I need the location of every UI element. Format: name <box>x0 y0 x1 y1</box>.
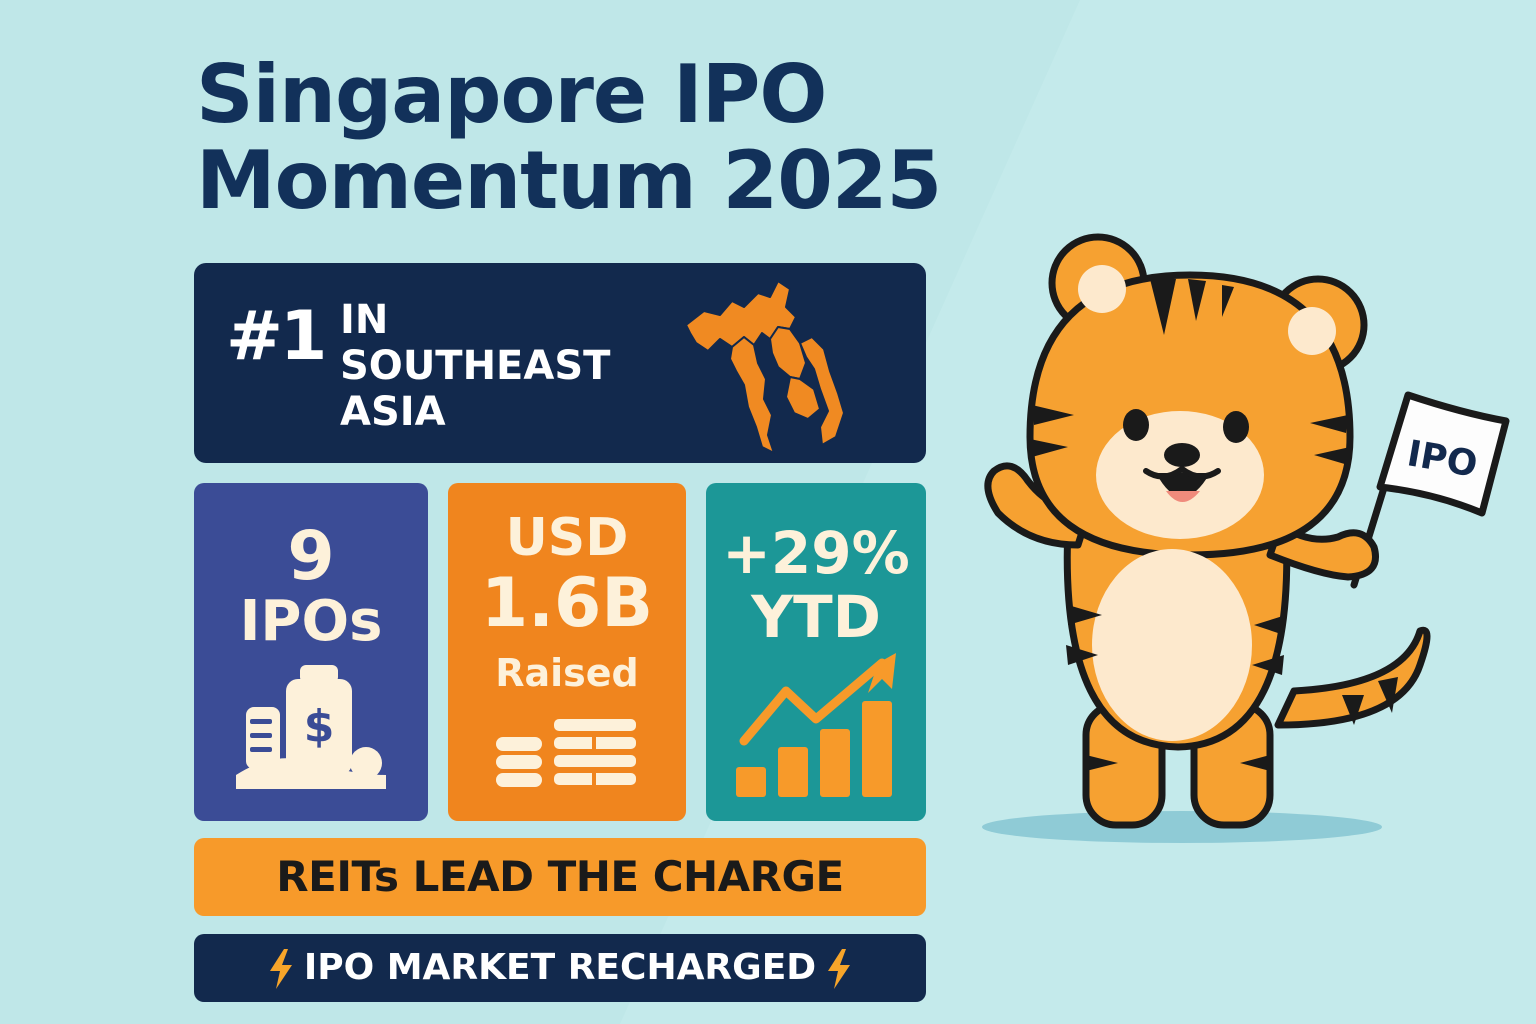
ytd-growth-label: YTD <box>751 583 881 651</box>
funds-raised-card: USD 1.6B Raised <box>448 483 686 821</box>
rank-number: #1 <box>226 297 327 376</box>
money-bag-icon: $ <box>236 665 386 789</box>
rank-description: IN SOUTHEAST ASIA <box>340 297 610 435</box>
market-recharged-text: IPO MARKET RECHARGED <box>303 947 817 988</box>
ipo-count-label: IPOs <box>239 589 383 654</box>
ytd-growth-value: +29% <box>722 519 910 587</box>
southeast-asia-map-icon <box>685 280 845 454</box>
coin-stack-icon <box>496 719 636 787</box>
funds-raised-label: Raised <box>495 651 639 695</box>
ipo-count-card: 9 IPOs $ <box>194 483 428 821</box>
growth-chart-icon <box>736 653 896 797</box>
title-line-1: Singapore IPO <box>196 48 827 141</box>
funds-raised-value: 1.6B <box>480 564 654 643</box>
ytd-growth-card: +29% YTD <box>706 483 926 821</box>
tiger-mascot: IPO <box>982 233 1510 843</box>
reits-highlight-banner: REITs LEAD THE CHARGE <box>194 838 926 916</box>
svg-text:$: $ <box>304 701 335 752</box>
funds-currency: USD <box>505 508 629 568</box>
rank-line-3: ASIA <box>340 389 446 435</box>
rank-line-1: IN <box>340 297 389 343</box>
ipo-count-value: 9 <box>287 517 335 596</box>
ranking-banner: #1 IN SOUTHEAST ASIA <box>194 263 926 463</box>
title-line-2: Momentum 2025 <box>196 134 942 227</box>
rank-line-2: SOUTHEAST <box>340 343 611 389</box>
market-recharged-banner: IPO MARKET RECHARGED <box>194 934 926 1002</box>
lightning-bolt-icon <box>269 949 292 989</box>
lightning-bolt-icon <box>828 949 851 989</box>
page-title: Singapore IPO Momentum 2025 <box>196 48 942 227</box>
